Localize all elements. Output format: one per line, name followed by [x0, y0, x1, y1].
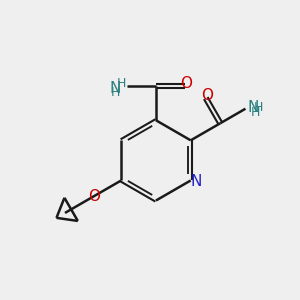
Text: H: H [111, 86, 120, 99]
Text: H: H [253, 101, 262, 114]
Text: N: N [110, 81, 121, 96]
Text: O: O [201, 88, 213, 103]
Text: H: H [116, 77, 126, 90]
Text: N: N [190, 174, 202, 189]
Text: H: H [250, 106, 260, 119]
Text: N: N [247, 100, 259, 115]
Text: O: O [88, 190, 100, 205]
Text: O: O [181, 76, 193, 91]
